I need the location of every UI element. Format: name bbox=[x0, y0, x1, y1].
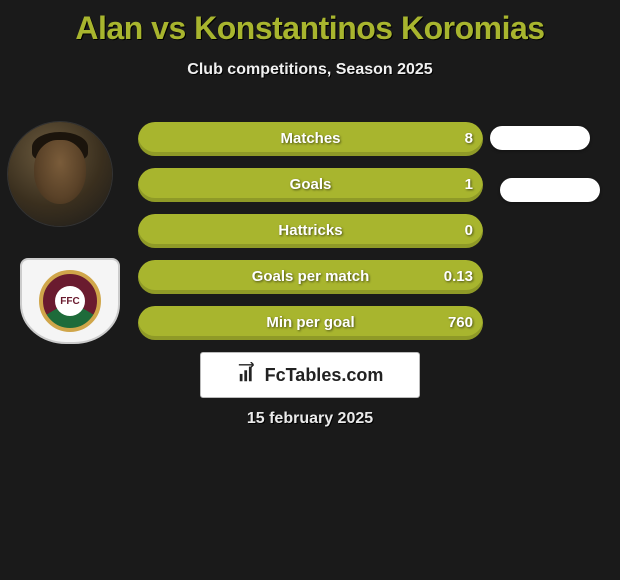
stat-row-goals: Goals 1 bbox=[138, 168, 483, 202]
stat-label: Hattricks bbox=[138, 214, 483, 248]
stat-label: Goals bbox=[138, 168, 483, 202]
stat-value: 760 bbox=[448, 306, 473, 340]
branding-box: FcTables.com bbox=[200, 352, 420, 398]
stat-value: 8 bbox=[465, 122, 473, 156]
stat-row-goals-per-match: Goals per match 0.13 bbox=[138, 260, 483, 294]
stat-row-matches: Matches 8 bbox=[138, 122, 483, 156]
stats-list: Matches 8 Goals 1 Hattricks 0 Goals per … bbox=[138, 122, 483, 352]
date-text: 15 february 2025 bbox=[0, 410, 620, 428]
club-monogram: FFC bbox=[60, 296, 79, 307]
stat-label: Matches bbox=[138, 122, 483, 156]
player-avatar bbox=[8, 122, 112, 226]
branding-text: FcTables.com bbox=[265, 365, 384, 386]
subtitle: Club competitions, Season 2025 bbox=[0, 61, 620, 79]
stat-row-hattricks: Hattricks 0 bbox=[138, 214, 483, 248]
page-title: Alan vs Konstantinos Koromias bbox=[0, 0, 620, 47]
stat-value: 0.13 bbox=[444, 260, 473, 294]
stat-value: 1 bbox=[465, 168, 473, 202]
comparison-pill-0 bbox=[490, 126, 590, 150]
comparison-pill-1 bbox=[500, 178, 600, 202]
stat-label: Goals per match bbox=[138, 260, 483, 294]
stat-row-min-per-goal: Min per goal 760 bbox=[138, 306, 483, 340]
club-badge: FFC bbox=[20, 258, 120, 344]
stat-value: 0 bbox=[465, 214, 473, 248]
chart-icon bbox=[237, 362, 259, 389]
stat-label: Min per goal bbox=[138, 306, 483, 340]
